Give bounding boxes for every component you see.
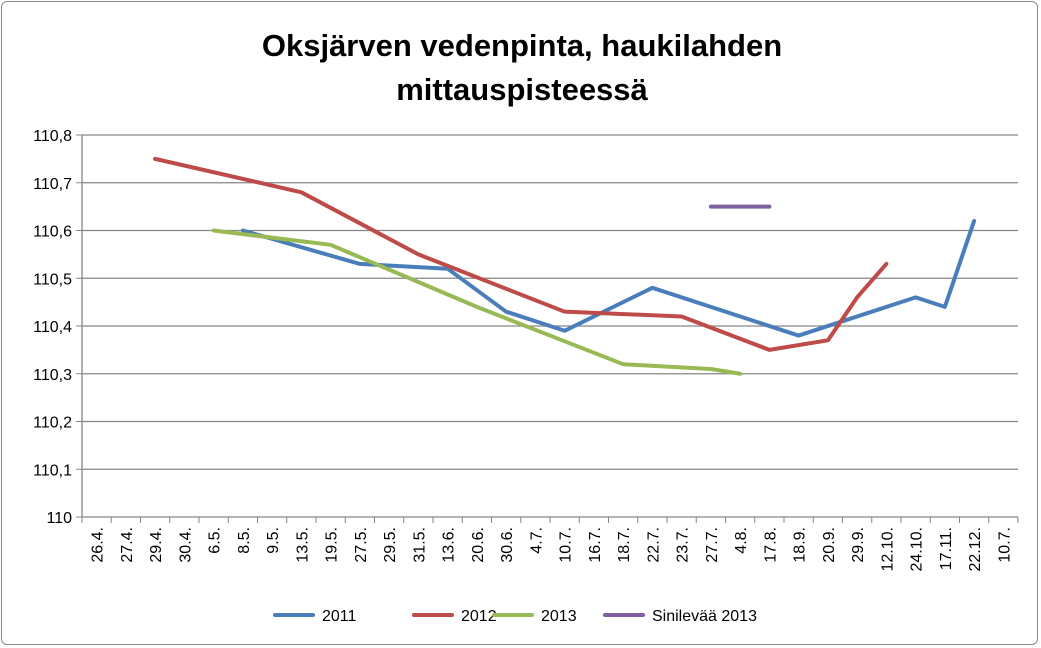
x-tick-label: 10.7. — [558, 527, 575, 563]
y-tick-label: 110,3 — [33, 367, 72, 384]
x-tick-label: 4.7. — [528, 527, 545, 554]
legend-label: Sinilevää 2013 — [652, 608, 757, 625]
y-tick-label: 110,5 — [33, 271, 72, 288]
y-tick-label: 110,4 — [33, 319, 72, 336]
x-tick-label: 16.7. — [587, 527, 604, 563]
legend-label: 2011 — [322, 608, 357, 625]
x-tick-label: 8.5. — [236, 527, 253, 554]
x-tick-label: 12.10. — [879, 527, 896, 571]
x-tick-label: 9.5. — [265, 527, 282, 554]
x-tick-label: 27.4. — [119, 527, 136, 563]
x-tick-label: 29.4. — [148, 527, 165, 563]
y-tick-label: 110,6 — [33, 224, 72, 241]
y-tick-label: 110,1 — [33, 462, 72, 479]
x-tick-label: 22.7. — [645, 527, 662, 563]
x-tick-label: 18.7. — [616, 527, 633, 563]
x-tick-label: 10.7. — [996, 527, 1013, 563]
series-line-2013 — [211, 228, 743, 376]
x-tick-label: 27.5. — [353, 527, 370, 563]
x-tick-label: 13.6. — [441, 527, 458, 563]
x-tick-label: 26.4. — [90, 527, 107, 563]
x-tick-label: 6.5. — [207, 527, 224, 554]
y-tick-label: 110,7 — [33, 176, 72, 193]
x-tick-label: 13.5. — [294, 527, 311, 563]
x-tick-label: 22.12. — [967, 527, 984, 571]
x-tick-label: 18.9. — [792, 527, 809, 563]
x-tick-label: 30.6. — [499, 527, 516, 563]
x-tick-label: 24.10. — [909, 527, 926, 571]
chart-title-line-2: mittauspisteessä — [396, 72, 648, 107]
x-tick-label: 23.7. — [675, 527, 692, 563]
x-tick-label: 30.4. — [177, 527, 194, 563]
x-tick-label: 17.11. — [938, 527, 955, 570]
x-tick-label: 4.8. — [733, 527, 750, 554]
x-tick-label: 20.9. — [821, 527, 838, 563]
series-line-2011 — [240, 218, 977, 338]
chart-title-line-1: Oksjärven vedenpinta, haukilahden — [262, 28, 782, 63]
y-tick-label: 110 — [46, 510, 72, 527]
legend-label: 2012 — [461, 608, 497, 625]
x-tick-label: 27.7. — [704, 527, 721, 563]
x-tick-label: 31.5. — [411, 527, 428, 563]
x-tick-label: 17.8. — [762, 527, 779, 563]
legend-label: 2013 — [541, 608, 577, 625]
x-tick-label: 19.5. — [324, 527, 341, 563]
y-tick-label: 110,8 — [33, 128, 72, 145]
x-tick-label: 29.5. — [382, 527, 399, 563]
x-tick-label: 29.9. — [850, 527, 867, 563]
series-line-2012 — [153, 156, 889, 352]
x-tick-label: 20.6. — [470, 527, 487, 563]
y-tick-label: 110,2 — [33, 415, 72, 432]
